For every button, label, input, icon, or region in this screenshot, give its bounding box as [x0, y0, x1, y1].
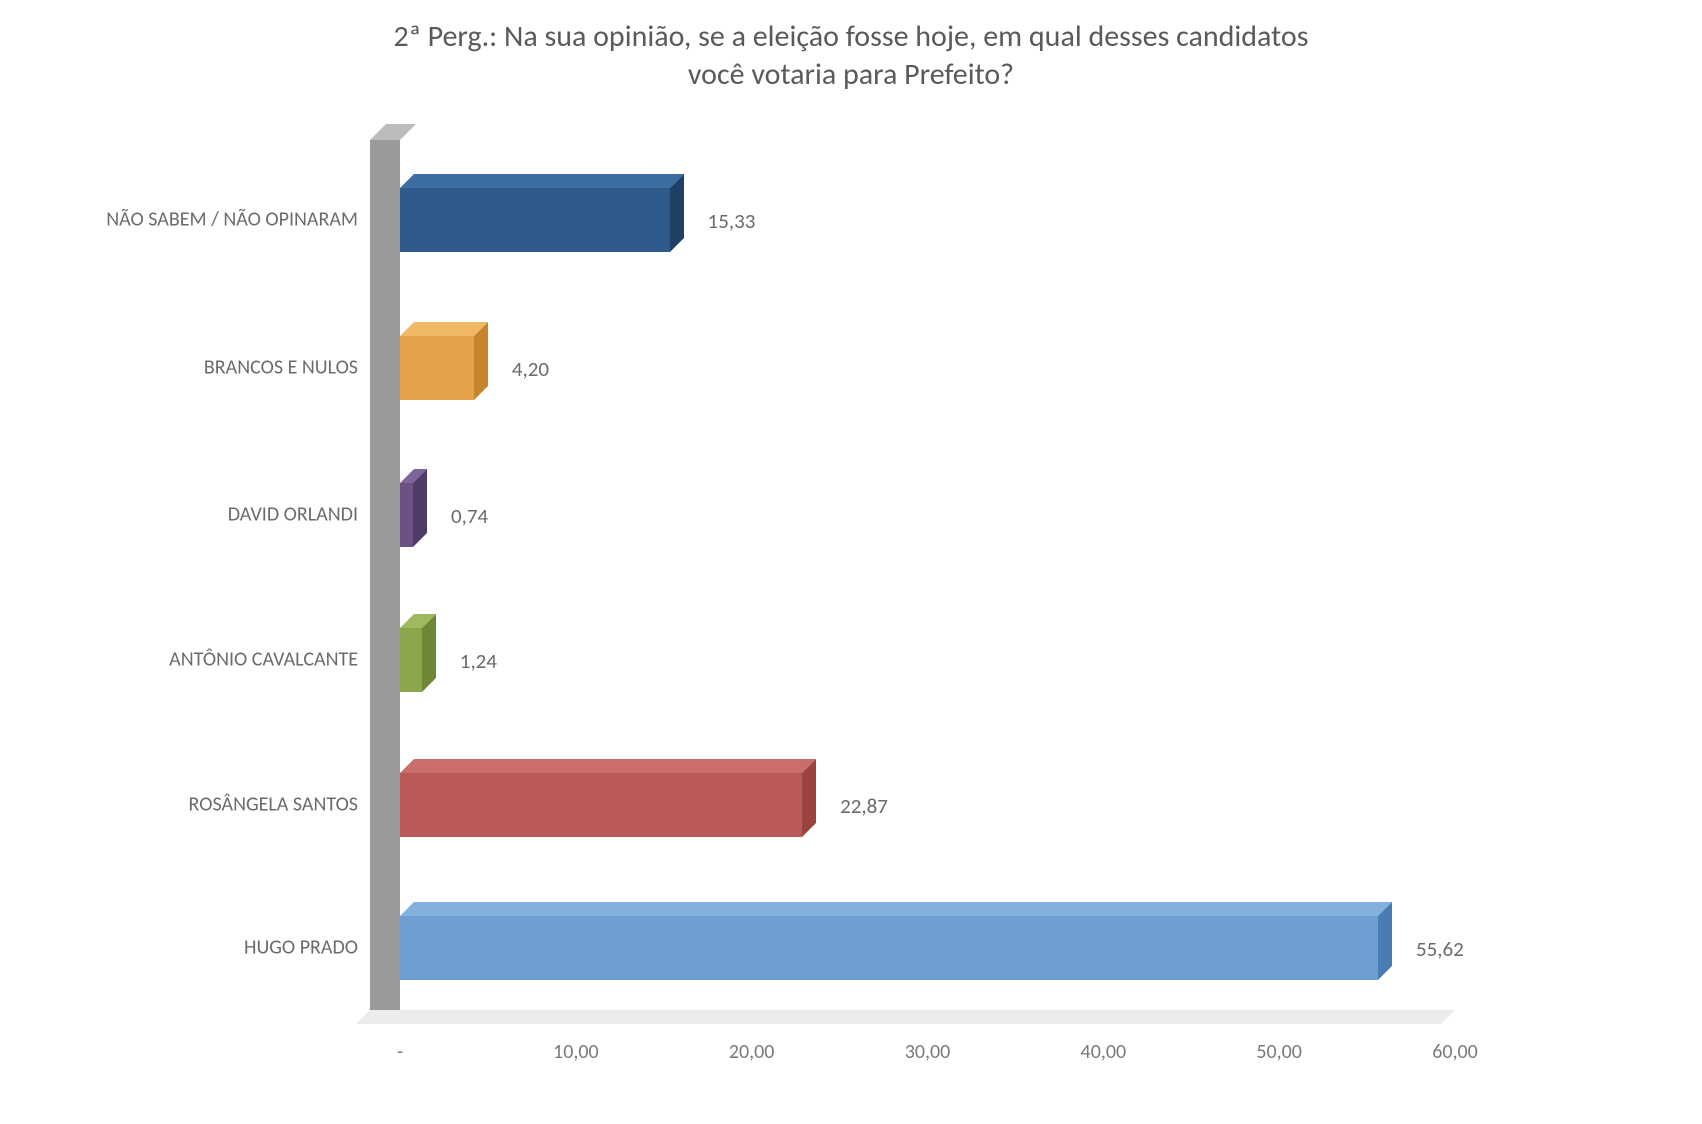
category-label: ROSÂNGELA SANTOS — [8, 794, 358, 817]
bar-side-face — [422, 614, 436, 692]
bar-side-face — [802, 759, 816, 837]
category-label: NÃO SABEM / NÃO OPINARAM — [8, 209, 358, 232]
bar-value-label: 4,20 — [512, 356, 549, 382]
x-tick-label: 50,00 — [1256, 1040, 1302, 1064]
chart-3d-floor — [356, 1010, 1455, 1024]
chart-title: 2ª Perg.: Na sua opinião, se a eleição f… — [0, 18, 1702, 93]
x-tick-label: 10,00 — [553, 1040, 599, 1064]
x-tick-label: 20,00 — [729, 1040, 775, 1064]
bar-top-face — [400, 759, 816, 773]
bar-top-face — [400, 174, 684, 188]
bar-side-face — [1378, 902, 1392, 980]
x-tick-label: 60,00 — [1432, 1040, 1478, 1064]
bar-front — [400, 773, 802, 837]
category-label: BRANCOS E NULOS — [8, 357, 358, 380]
chart-3d-wall — [370, 140, 400, 1010]
category-label: HUGO PRADO — [8, 937, 358, 960]
category-label: ANTÔNIO CAVALCANTE — [8, 649, 358, 672]
poll-bar-chart: 2ª Perg.: Na sua opinião, se a eleição f… — [0, 0, 1702, 1124]
category-label: DAVID ORLANDI — [8, 504, 358, 527]
bar-value-label: 55,62 — [1416, 936, 1464, 962]
bar-top-face — [400, 902, 1392, 916]
bar-front — [400, 483, 413, 547]
bar-value-label: 1,24 — [460, 648, 497, 674]
chart-title-line1: 2ª Perg.: Na sua opinião, se a eleição f… — [394, 18, 1309, 55]
bar-side-face — [413, 469, 427, 547]
bar-front — [400, 916, 1378, 980]
bar-front — [400, 188, 670, 252]
bar-value-label: 22,87 — [840, 793, 888, 819]
x-tick-label: - — [397, 1040, 403, 1064]
x-tick-label: 30,00 — [905, 1040, 951, 1064]
x-tick-label: 40,00 — [1081, 1040, 1127, 1064]
bar-front — [400, 628, 422, 692]
plot-area: 15,334,200,741,2422,8755,62 -10,0020,003… — [370, 140, 1470, 1040]
bar-side-face — [474, 322, 488, 400]
bar-value-label: 15,33 — [708, 208, 756, 234]
chart-title-line2: você votaria para Prefeito? — [688, 56, 1014, 93]
bar-value-label: 0,74 — [451, 503, 488, 529]
bar-side-face — [670, 174, 684, 252]
bar-front — [400, 336, 474, 400]
